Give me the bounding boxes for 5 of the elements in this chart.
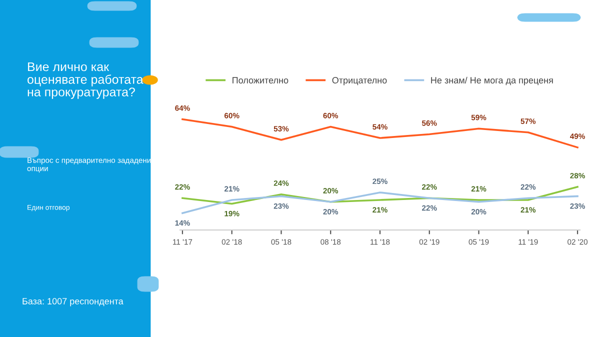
- text: База: 1007 респондента: [22, 298, 124, 306]
- legend-label: Отрицателно: [332, 77, 387, 86]
- legend-label: Положително: [232, 77, 288, 84]
- legend-label: Не знам/ Не мога да преценя: [431, 76, 553, 86]
- chart-title: Вие лично как оценявате работата на прокуратурата?: [28, 62, 144, 99]
